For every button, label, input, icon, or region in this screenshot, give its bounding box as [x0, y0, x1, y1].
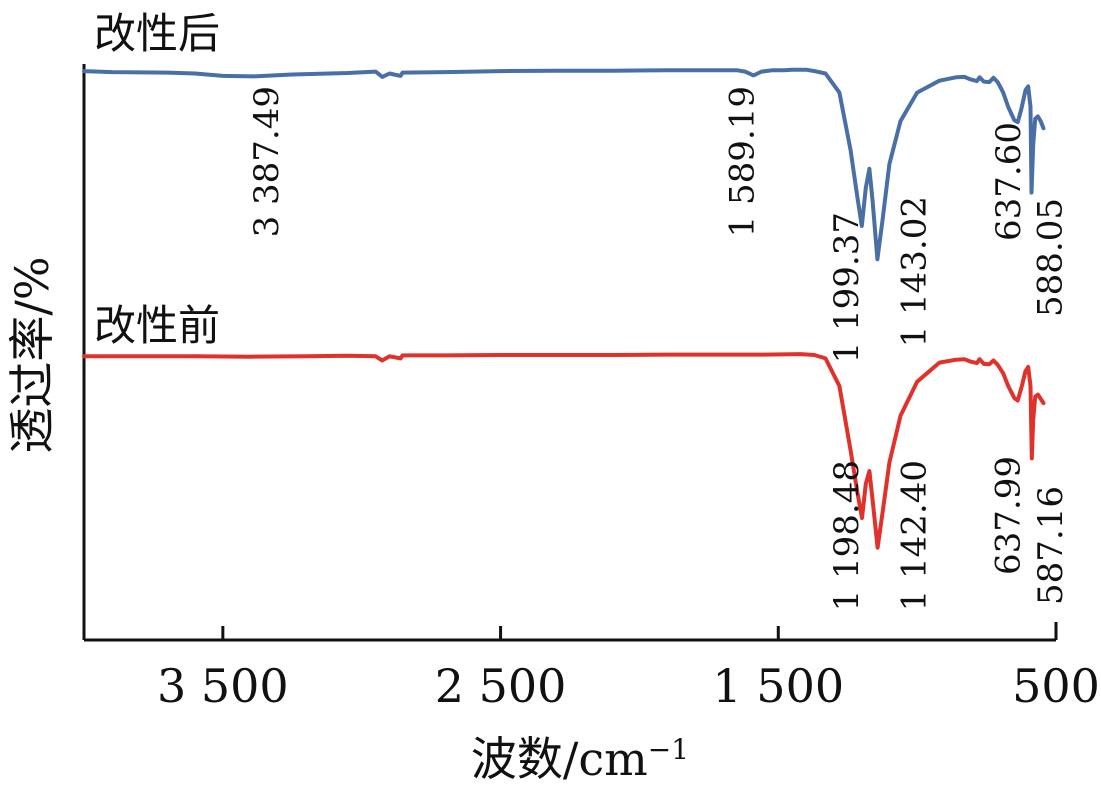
series-name-1: 改性前	[94, 301, 220, 350]
series-line-0	[82, 67, 1046, 262]
axes: 3 500 2 500 1 500 500	[82, 64, 1100, 713]
x-axis-label-text: 波数/cm	[471, 732, 648, 785]
x-tick-label: 3 500	[157, 659, 289, 713]
x-axis-label-superscript: −1	[648, 733, 689, 766]
peak-label: 1 199.37	[827, 212, 867, 363]
x-tick-label: 500	[1012, 659, 1100, 713]
peak-label: 1 142.40	[895, 460, 935, 611]
series-line-1	[82, 352, 1046, 550]
peak-label: 637.99	[989, 456, 1029, 575]
peak-label: 1 143.02	[894, 196, 934, 347]
peak-label: 3 387.49	[247, 86, 287, 237]
x-tick-label: 1 500	[712, 659, 844, 713]
series-name-0: 改性后	[94, 9, 220, 58]
x-axis-label: 波数/cm−1	[471, 732, 689, 785]
peak-label: 587.16	[1031, 486, 1071, 605]
peak-label: 588.05	[1031, 198, 1071, 317]
peak-label: 637.60	[989, 122, 1029, 241]
peak-label: 1 589.19	[723, 86, 763, 237]
label-layer: 透过率/% 波数/cm−1	[5, 256, 689, 786]
peak-label: 1 198.48	[827, 460, 867, 611]
y-axis-label: 透过率/%	[5, 256, 59, 453]
annotation-layer: 3 387.49 1 589.191 199.37 1 143.02637.6058…	[247, 86, 1071, 611]
x-tick-label: 2 500	[435, 659, 567, 713]
